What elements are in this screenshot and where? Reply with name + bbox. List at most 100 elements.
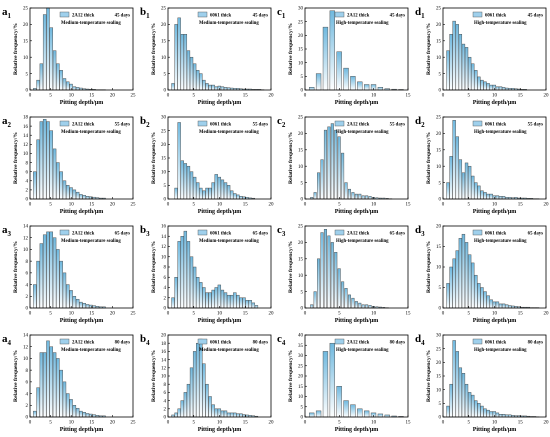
bar-b3-12 [208, 292, 212, 309]
y-tick-label: 25 [436, 347, 442, 352]
y-tick-label: 20 [298, 34, 304, 39]
panel-letter: d [415, 333, 421, 345]
y-tick-label: 10 [161, 255, 167, 260]
y-axis-label: Relative frequency/% [426, 241, 432, 293]
bar-d4-1 [449, 383, 453, 418]
bar-a1-5 [49, 27, 54, 91]
bar-b2-0 [174, 187, 178, 200]
bar-a1-10 [66, 81, 70, 91]
panel-letter: d [415, 115, 421, 127]
x-tick-label: 0 [442, 94, 445, 99]
y-tick-label: 16 [161, 350, 167, 355]
bar-d2-14 [489, 193, 493, 200]
x-tick-label: 10 [371, 312, 377, 317]
x-tick-label: 5 [49, 203, 52, 208]
panel-subscript: 4 [421, 339, 425, 347]
bar-c4-2 [322, 351, 329, 418]
bar-c4-1 [315, 410, 322, 418]
bar-a2-4 [46, 121, 50, 200]
bar-a2-1 [36, 139, 40, 200]
bar-a4-12 [72, 405, 77, 418]
legend-days: 45 days [115, 14, 130, 19]
legend-swatch [472, 229, 483, 236]
y-tick-label: 5 [301, 290, 304, 295]
y-tick-label: 8 [164, 383, 167, 388]
y-tick-label: 25 [436, 116, 442, 121]
legend-days: 55 days [253, 123, 268, 128]
bar-c3-13 [354, 301, 358, 309]
y-tick-label: 12 [23, 143, 29, 148]
legend-condition: Medium-temperature sealing [199, 239, 259, 244]
panel-label: a3 [2, 224, 12, 238]
panel-label: c4 [277, 333, 286, 347]
x-axis-label: Pitting depth/μm [335, 209, 379, 215]
y-axis-label: Relative frequency/% [13, 132, 19, 184]
bar-d1-1 [449, 34, 453, 91]
y-tick-label: 6 [26, 170, 29, 175]
y-tick-label: 14 [161, 358, 167, 363]
x-tick-label: 20 [544, 312, 550, 317]
y-tick-label: 6 [26, 272, 29, 277]
panel-label: c2 [277, 115, 286, 129]
panel-subscript: 3 [8, 230, 12, 238]
bar-a4-4 [46, 340, 50, 418]
bar-b3-6 [189, 256, 194, 309]
panel-letter: b [140, 6, 146, 18]
x-tick-label: 10 [492, 421, 498, 426]
x-tick-label: 10 [492, 94, 498, 99]
y-tick-label: 14 [23, 134, 29, 139]
legend-days: 65 days [253, 232, 268, 237]
y-tick-label: 20 [161, 334, 167, 339]
bar-c3-8 [337, 268, 341, 309]
bar-b2-17 [226, 185, 231, 200]
bar-b4-19 [230, 412, 234, 418]
panel-subscript: 2 [146, 121, 150, 129]
bar-b2-10 [205, 187, 209, 200]
bar-c1-1 [315, 73, 322, 91]
bar-b1-9 [199, 73, 203, 91]
y-tick-label: 20 [298, 375, 304, 380]
bar-a3-15 [82, 303, 86, 309]
y-tick-label: 2 [26, 189, 29, 194]
legend-series-name: 6061 thick [485, 123, 507, 128]
legend-swatch [197, 11, 208, 18]
x-tick-label: 0 [29, 94, 32, 99]
bar-b3-21 [236, 294, 240, 309]
bar-a2-12 [72, 189, 77, 200]
x-tick-label: 20 [269, 94, 275, 99]
bar-d2-9 [474, 182, 478, 200]
bar-c1-4 [336, 51, 342, 91]
legend-series-name: 2A12 thick [347, 14, 370, 19]
bar-b2-2 [180, 160, 184, 200]
bar-b3-25 [248, 300, 252, 309]
y-tick-label: 20 [436, 225, 442, 230]
y-tick-label: 30 [161, 116, 167, 121]
bar-d2-0 [446, 182, 450, 200]
y-tick-label: 5 [439, 181, 442, 186]
y-tick-label: 10 [23, 56, 29, 61]
bar-d4-7 [467, 392, 472, 418]
bar-c3-7 [334, 252, 338, 309]
y-tick-label: 30 [436, 334, 442, 339]
y-tick-label: 25 [298, 364, 304, 369]
bar-c2-1 [313, 192, 317, 200]
bar-d2-10 [477, 185, 481, 200]
x-tick-label: 20 [544, 203, 550, 208]
bar-d2-5 [461, 172, 466, 200]
bar-a1-6 [52, 50, 57, 91]
x-tick-label: 25 [131, 203, 137, 208]
panel-label: d2 [415, 115, 425, 129]
legend-swatch [334, 11, 345, 18]
y-tick-label: 6 [26, 381, 29, 386]
panel-subscript: 1 [146, 12, 150, 20]
bar-b1-16 [220, 86, 225, 91]
plot-frame [29, 225, 134, 309]
panel-subscript: 3 [282, 230, 286, 238]
y-tick-label: 0 [439, 307, 442, 312]
bar-d3-10 [477, 283, 481, 309]
x-tick-label: 5 [468, 203, 471, 208]
bar-d1-3 [455, 24, 459, 91]
bar-c3-0 [310, 304, 314, 309]
bar-c4-10 [377, 413, 384, 418]
legend-condition: High-temperature sealing [336, 130, 389, 135]
